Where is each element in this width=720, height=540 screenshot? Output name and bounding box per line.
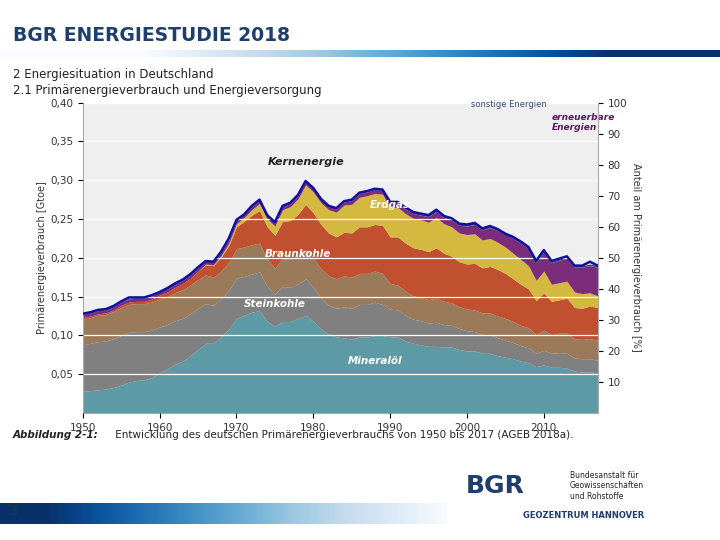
Text: Kernenergie: Kernenergie bbox=[267, 157, 344, 167]
Text: Steinkohle: Steinkohle bbox=[244, 299, 306, 309]
Text: Braunkohle: Braunkohle bbox=[265, 249, 331, 259]
Text: sonstige Energien: sonstige Energien bbox=[472, 100, 547, 110]
Text: Entwicklung des deutschen Primärenergieverbrauchs von 1950 bis 2017 (AGEB 2018a): Entwicklung des deutschen Primärenergiev… bbox=[112, 430, 573, 440]
Y-axis label: Anteil am Primärenergieverbrauch [%]: Anteil am Primärenergieverbrauch [%] bbox=[631, 164, 641, 352]
Text: erneuerbare
Energien: erneuerbare Energien bbox=[552, 113, 615, 132]
Text: Abbildung 2-1:: Abbildung 2-1: bbox=[13, 430, 99, 440]
Text: 3: 3 bbox=[9, 505, 17, 518]
Y-axis label: Primärenergieverbrauch [Gtoe]: Primärenergieverbrauch [Gtoe] bbox=[37, 181, 48, 334]
Text: 2.1 Primärenergieverbrauch und Energieversorgung: 2.1 Primärenergieverbrauch und Energieve… bbox=[13, 84, 322, 97]
Text: 2 Energiesituation in Deutschland: 2 Energiesituation in Deutschland bbox=[13, 68, 214, 81]
Text: Erdgas: Erdgas bbox=[370, 200, 410, 210]
Text: Mineralöl: Mineralöl bbox=[348, 356, 402, 366]
Text: BGR ENERGIESTUDIE 2018: BGR ENERGIESTUDIE 2018 bbox=[13, 25, 290, 45]
Text: BGR: BGR bbox=[467, 474, 525, 498]
Text: GEOZENTRUM HANNOVER: GEOZENTRUM HANNOVER bbox=[523, 511, 644, 520]
Text: Bundesanstalt für
Geowissenschaften
und Rohstoffe: Bundesanstalt für Geowissenschaften und … bbox=[570, 471, 644, 501]
